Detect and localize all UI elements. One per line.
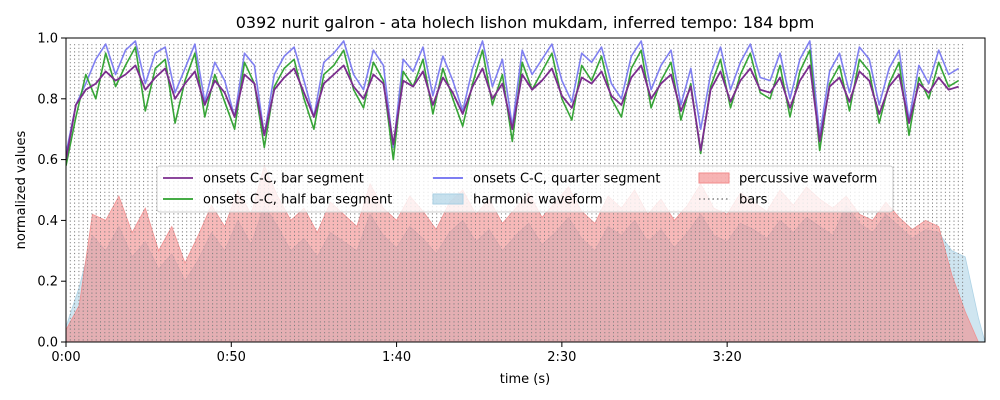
legend-label: onsets C-C, bar segment — [203, 172, 364, 187]
legend-label: harmonic waveform — [473, 193, 603, 208]
x-axis-label: time (s) — [500, 372, 550, 387]
legend-label: bars — [739, 193, 768, 208]
y-tick-label: 0.8 — [37, 92, 58, 107]
legend-item: harmonic waveform — [432, 193, 603, 208]
x-tick-label: 0:50 — [217, 350, 246, 365]
plot-frame — [65, 37, 986, 343]
chart-title: 0392 nurit galron - ata holech lishon mu… — [236, 13, 815, 32]
legend-item: percussive waveform — [698, 172, 877, 187]
legend-item: onsets C-C, half bar segment — [163, 193, 392, 208]
x-tick-label: 1:40 — [382, 350, 411, 365]
legend-swatch — [698, 172, 730, 184]
legend-label: onsets C-C, quarter segment — [473, 172, 660, 187]
y-axis: 0.0 0.2 0.4 0.6 0.8 1.0 — [37, 32, 66, 351]
x-axis: 0:00 0:50 1:40 2:30 3:20 — [51, 342, 742, 365]
y-tick-label: 0.4 — [37, 214, 58, 229]
legend-item: bars — [699, 193, 768, 208]
y-tick-label: 0.0 — [37, 336, 58, 351]
legend-swatch — [432, 193, 464, 205]
y-tick-label: 0.6 — [37, 153, 58, 168]
legend: onsets C-C, bar segment onsets C-C, half … — [156, 165, 894, 213]
x-tick-label: 3:20 — [713, 350, 742, 365]
line-onsets-c-c-bar-segment — [66, 64, 959, 160]
x-tick-label: 2:30 — [547, 350, 576, 365]
x-tick-label: 0:00 — [51, 350, 80, 365]
legend-item: onsets C-C, quarter segment — [433, 172, 660, 187]
legend-label: percussive waveform — [739, 172, 877, 187]
y-tick-label: 1.0 — [37, 32, 58, 47]
legend-label: onsets C-C, half bar segment — [203, 193, 392, 208]
y-tick-label: 0.2 — [37, 275, 58, 290]
onset-lines-layer — [66, 40, 960, 166]
legend-item: onsets C-C, bar segment — [163, 172, 364, 187]
line-onsets-c-c-half-bar-segment — [66, 46, 960, 166]
y-axis-label: normalized values — [14, 130, 29, 249]
